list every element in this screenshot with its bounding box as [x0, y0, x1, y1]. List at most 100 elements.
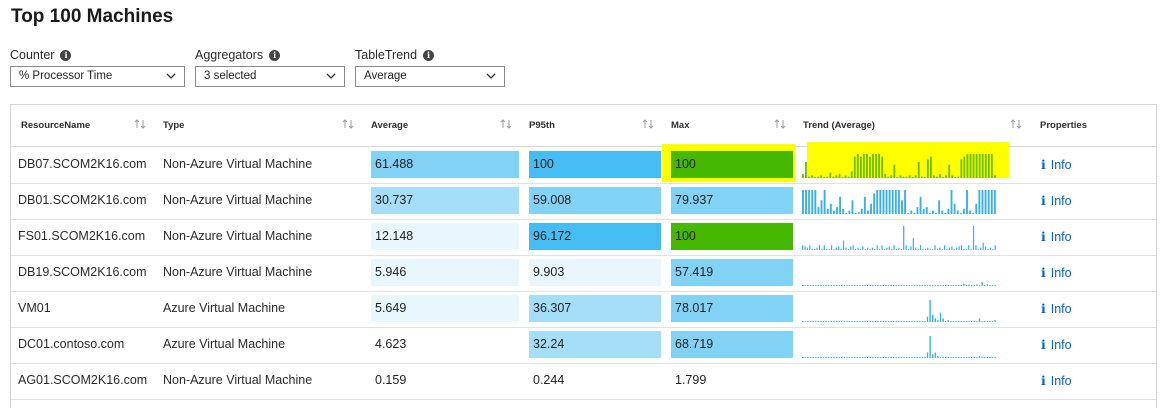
trend-bar [919, 196, 922, 214]
info-link[interactable]: i Info [1041, 327, 1072, 362]
info-link[interactable]: i Info [1041, 291, 1072, 326]
trend-sparkline [802, 336, 996, 358]
tabletrend-dropdown[interactable]: Average [355, 66, 505, 87]
p95-bar [529, 295, 661, 322]
trend-bar [984, 190, 987, 214]
info-icon[interactable]: i [60, 49, 72, 61]
sort-icon[interactable] [1009, 119, 1023, 129]
trend-bar [972, 213, 975, 214]
average-bar [371, 187, 519, 214]
table-row[interactable]: AG01.SCOM2K16.com Non-Azure Virtual Machi… [11, 363, 1156, 400]
trend-bar [951, 175, 954, 178]
trend-bar [860, 208, 863, 214]
trend-bar [960, 285, 962, 286]
trend-bar [907, 248, 910, 250]
sort-icon[interactable] [641, 119, 655, 129]
info-icon[interactable]: i [423, 49, 435, 61]
trend-bar [978, 285, 981, 286]
trend-bar [910, 246, 912, 250]
trend-bar [989, 321, 991, 322]
trend-bar [854, 285, 856, 286]
info-link[interactable]: i Info [1041, 219, 1072, 254]
trend-bar [869, 285, 871, 286]
trend-bar [993, 175, 996, 178]
table-row[interactable]: DB01.SCOM2K16.com Non-Azure Virtual Machi… [11, 183, 1156, 220]
trend-bar [991, 285, 994, 286]
trend-bar [916, 357, 918, 358]
column-header-resourcename[interactable]: ResourceName [21, 120, 91, 131]
trend-bar [932, 314, 934, 322]
trend-bar [833, 285, 835, 286]
trend-bar [888, 246, 890, 250]
column-header-p95th[interactable]: P95th [529, 120, 555, 131]
trend-bar [944, 245, 946, 250]
trend-sparkline [802, 300, 996, 322]
trend-bar [879, 248, 881, 250]
column-header-properties: Properties [1040, 120, 1087, 131]
trend-bar [968, 321, 970, 322]
trend-bar [919, 245, 922, 250]
info-link[interactable]: i Info [1041, 183, 1072, 218]
trend-bar [869, 357, 871, 358]
trend-bar [941, 249, 943, 250]
table-row[interactable]: FS01.SCOM2K16.com Non-Azure Virtual Machi… [11, 219, 1156, 256]
table-row[interactable]: DC01.contoso.com Azure Virtual Machine 4.6… [11, 327, 1156, 364]
table-row[interactable]: DB19.SCOM2K16.com Non-Azure Virtual Machi… [11, 255, 1156, 292]
column-header-max[interactable]: Max [671, 120, 690, 131]
info-icon[interactable]: i [269, 49, 281, 61]
column-header-trend-average[interactable]: Trend (Average) [803, 120, 875, 131]
trend-bar [807, 285, 809, 286]
sort-icon[interactable] [133, 119, 147, 129]
trend-bar [833, 249, 835, 250]
trend-bar [920, 176, 923, 178]
trend-bar [960, 357, 962, 358]
column-header-type[interactable]: Type [163, 120, 185, 131]
trend-bar [811, 190, 814, 214]
sort-icon[interactable] [773, 119, 787, 129]
trend-bar [978, 318, 981, 322]
trend-bar [882, 190, 885, 214]
trend-bar [867, 247, 869, 250]
trend-bar [941, 210, 944, 214]
trend-bar [861, 285, 864, 286]
counter-parameter: Counter i % Processor Time [10, 47, 185, 87]
table-row[interactable]: VM01 Azure Virtual Machine 5.649 36.307 78.0… [11, 291, 1156, 328]
trend-bar [986, 357, 988, 358]
trend-bar [945, 321, 947, 322]
trend-bar [871, 247, 874, 250]
average-bar [371, 151, 519, 178]
trend-bar [893, 164, 896, 178]
table-row[interactable]: DB07.SCOM2K16.com Non-Azure Virtual Machi… [11, 142, 1156, 184]
trend-bar [841, 177, 844, 178]
trend-bar [952, 321, 955, 322]
trend-bar [916, 285, 918, 286]
trend-bar [913, 285, 916, 286]
trend-bar [925, 207, 928, 214]
sort-icon[interactable] [341, 119, 355, 129]
trend-bar [818, 245, 821, 250]
trend-bar [938, 200, 941, 214]
aggregators-dropdown[interactable]: 3 selected [195, 66, 345, 87]
trend-bar [929, 300, 931, 322]
average-value: 5.649 [375, 301, 407, 315]
trend-bar [802, 174, 804, 178]
trend-bar [856, 154, 859, 178]
trend-bar [862, 154, 865, 178]
info-link[interactable]: i Info [1041, 363, 1072, 398]
info-link[interactable]: i Info [1041, 255, 1072, 290]
info-link[interactable]: i Info [1041, 147, 1072, 182]
trend-bar [972, 154, 975, 178]
trend-bar [986, 284, 988, 286]
trend-bar [859, 156, 862, 178]
trend-bar [821, 248, 823, 250]
trend-bar [883, 249, 886, 250]
column-header-average[interactable]: Average [371, 120, 409, 131]
trend-bar [976, 321, 978, 322]
sort-icon[interactable] [499, 119, 513, 129]
trend-bar [963, 357, 965, 358]
counter-dropdown[interactable]: % Processor Time [10, 66, 185, 87]
trend-bar [991, 321, 994, 322]
trend-bar [856, 285, 858, 286]
trend-bar [959, 213, 962, 214]
trend-bar [822, 321, 825, 322]
